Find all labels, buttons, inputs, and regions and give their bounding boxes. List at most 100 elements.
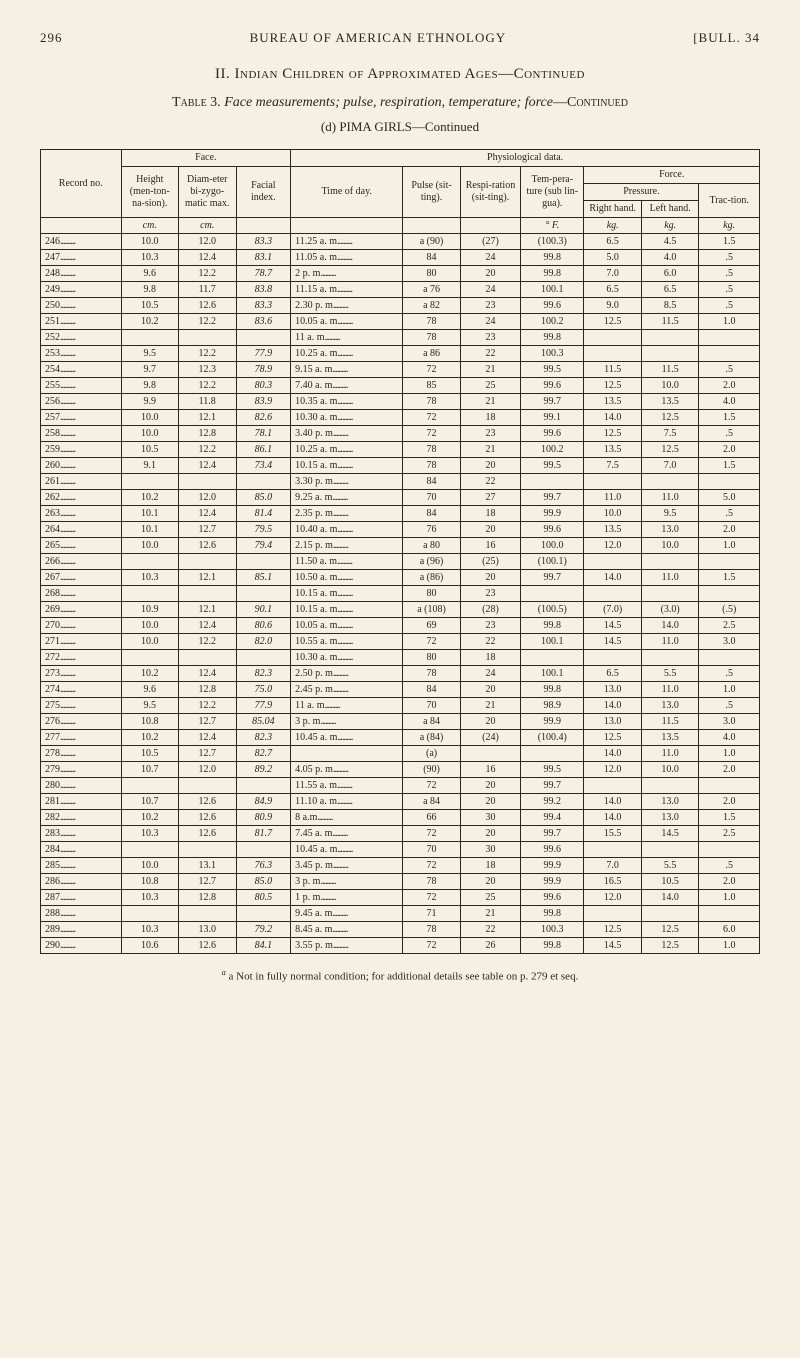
- cell: 22: [460, 346, 520, 362]
- th-physio: Physiological data.: [291, 150, 760, 167]
- table-row: 2759.512.277.911 a. m702198.914.013.0.5: [41, 698, 760, 714]
- cell: 6.0: [699, 922, 760, 938]
- cell: 78: [403, 314, 461, 330]
- cell: 12.2: [179, 346, 237, 362]
- cell: 11.8: [179, 394, 237, 410]
- cell: (100.5): [521, 602, 584, 618]
- cell: 12.0: [584, 762, 642, 778]
- cell: 99.8: [521, 938, 584, 954]
- cell: 2.0: [699, 442, 760, 458]
- unit-cm2: cm.: [179, 218, 237, 234]
- cell: 73.4: [236, 458, 291, 474]
- table-row: 25211 a. m782399.8: [41, 330, 760, 346]
- cell: 78: [403, 442, 461, 458]
- cell: 83.6: [236, 314, 291, 330]
- cell: 12.6: [179, 794, 237, 810]
- cell-time: 11.10 a. m: [291, 794, 403, 810]
- cell: 79.2: [236, 922, 291, 938]
- cell: 9.6: [121, 266, 179, 282]
- cell: 100.3: [521, 922, 584, 938]
- cell-time: 11.15 a. m: [291, 282, 403, 298]
- cell: 72: [403, 410, 461, 426]
- cell: a 84: [403, 794, 461, 810]
- cell: 12.2: [179, 314, 237, 330]
- cell: .5: [699, 426, 760, 442]
- cell: 20: [460, 522, 520, 538]
- table-row: 2749.612.875.02.45 p. m842099.813.011.01…: [41, 682, 760, 698]
- cell: 12.6: [179, 810, 237, 826]
- cell: 21: [460, 698, 520, 714]
- cell: 11.5: [641, 362, 699, 378]
- table-row: 27110.012.282.010.55 a. m7222100.114.511…: [41, 634, 760, 650]
- table-row: 26810.15 a. m8023: [41, 586, 760, 602]
- cell: 14.5: [584, 938, 642, 954]
- cell: 72: [403, 634, 461, 650]
- cell: [699, 906, 760, 922]
- cell: 13.5: [584, 522, 642, 538]
- cell: 10.0: [121, 634, 179, 650]
- cell: 10.3: [121, 570, 179, 586]
- cell: 85.04: [236, 714, 291, 730]
- th-height: Height (men-ton-na-sion).: [121, 167, 179, 218]
- cell: [584, 346, 642, 362]
- cell: 9.5: [121, 346, 179, 362]
- table-row: 2559.812.280.37.40 a. m852599.612.510.02…: [41, 378, 760, 394]
- cell: 10.2: [121, 810, 179, 826]
- cell-record-no: 288: [41, 906, 122, 922]
- cell: 10.0: [121, 426, 179, 442]
- cell: 78: [403, 458, 461, 474]
- cell: 99.9: [521, 858, 584, 874]
- cell: 12.5: [641, 922, 699, 938]
- cell-time: 10.55 a. m: [291, 634, 403, 650]
- cell: 86.1: [236, 442, 291, 458]
- table-row: 28011.55 a. m722099.7: [41, 778, 760, 794]
- cell: [179, 842, 237, 858]
- cell: .5: [699, 858, 760, 874]
- units-row: cm. cm. ° F. kg. kg. kg.: [41, 218, 760, 234]
- cell-record-no: 284: [41, 842, 122, 858]
- cell: 23: [460, 426, 520, 442]
- cell-record-no: 290: [41, 938, 122, 954]
- cell: 80: [403, 650, 461, 666]
- cell: 1.0: [699, 538, 760, 554]
- cell: 12.5: [641, 442, 699, 458]
- cell: 100.2: [521, 442, 584, 458]
- cell-time: 10.25 a. m: [291, 346, 403, 362]
- cell: 78: [403, 874, 461, 890]
- table-cont: —Continued: [553, 95, 628, 110]
- section-title: II. Indian Children of Approximated Ages…: [40, 66, 760, 83]
- cell: 72: [403, 826, 461, 842]
- cell: [584, 906, 642, 922]
- cell: 12.4: [179, 250, 237, 266]
- cell: 5.0: [699, 490, 760, 506]
- cell: [699, 778, 760, 794]
- cell: 23: [460, 330, 520, 346]
- cell-time: 2.15 p. m: [291, 538, 403, 554]
- cell: a (108): [403, 602, 461, 618]
- cell-record-no: 286: [41, 874, 122, 890]
- cell: 16.5: [584, 874, 642, 890]
- cell: 78: [403, 666, 461, 682]
- cell: 72: [403, 858, 461, 874]
- cell: 11.5: [641, 314, 699, 330]
- cell: [179, 650, 237, 666]
- cell: 82.7: [236, 746, 291, 762]
- table-row: 24610.012.083.311.25 a. ma (90)(27)(100.…: [41, 234, 760, 250]
- cell: 14.5: [641, 826, 699, 842]
- cell: 16: [460, 538, 520, 554]
- table-row: 26410.112.779.510.40 a. m762099.613.513.…: [41, 522, 760, 538]
- cell: 10.2: [121, 730, 179, 746]
- cell: 100.3: [521, 346, 584, 362]
- cell: 100.0: [521, 538, 584, 554]
- cell-record-no: 259: [41, 442, 122, 458]
- cell: 16: [460, 762, 520, 778]
- cell: [584, 330, 642, 346]
- cell: 82.3: [236, 666, 291, 682]
- cell: [460, 746, 520, 762]
- cell: (3.0): [641, 602, 699, 618]
- cell: 23: [460, 298, 520, 314]
- cell: 14.0: [584, 410, 642, 426]
- cell: 70: [403, 698, 461, 714]
- cell-time: 10.45 a. m: [291, 730, 403, 746]
- table-row: 28410.45 a. m703099.6: [41, 842, 760, 858]
